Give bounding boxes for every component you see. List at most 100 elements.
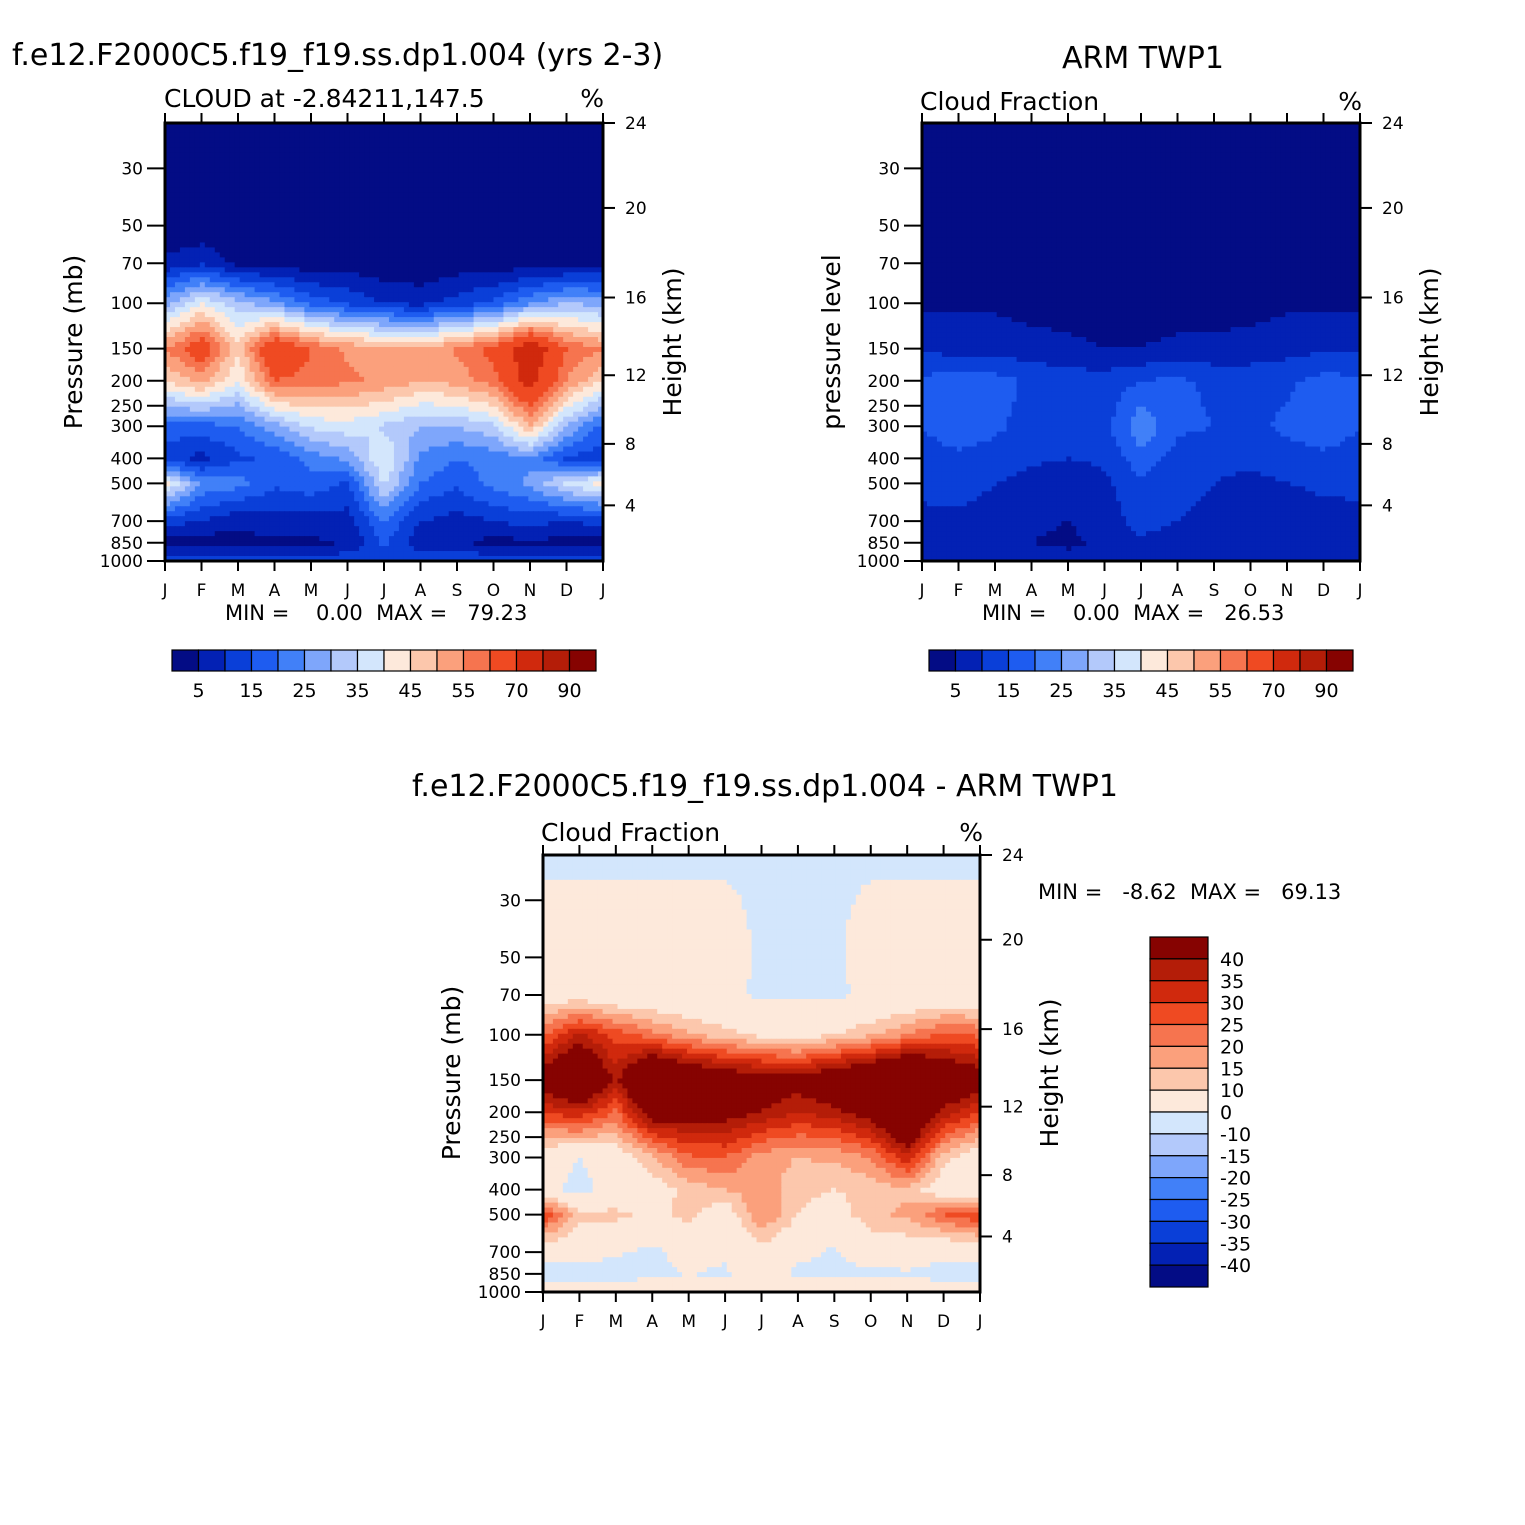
contour-cell: [275, 228, 281, 234]
contour-cell: [513, 233, 519, 239]
contour-cell: [469, 143, 475, 149]
contour-cell: [424, 143, 430, 149]
contour-cell: [533, 173, 539, 179]
contour-cell: [429, 198, 435, 204]
contour-cell: [170, 178, 176, 184]
contour-cell: [424, 128, 430, 134]
contour-cell: [528, 228, 534, 234]
contour-cell: [553, 203, 559, 209]
contour-cell: [225, 188, 231, 194]
contour-cell: [489, 153, 495, 159]
contour-cell: [170, 163, 176, 169]
contour-cell: [384, 203, 390, 209]
contour-cell: [439, 148, 445, 154]
contour-cell: [389, 168, 395, 174]
contour-cell: [275, 128, 281, 134]
contour-cell: [439, 213, 445, 219]
contour-cell: [275, 218, 281, 224]
contour-cell: [344, 178, 350, 184]
contour-cell: [185, 153, 191, 159]
contour-cell: [309, 168, 315, 174]
contour-cell: [180, 188, 186, 194]
contour-cell: [279, 213, 285, 219]
contour-cell: [279, 228, 285, 234]
contour-cell: [419, 218, 425, 224]
contour-cell: [543, 208, 549, 214]
contour-cell: [568, 133, 574, 139]
contour-cell: [533, 193, 539, 199]
contour-cell: [369, 153, 375, 159]
contour-cell: [563, 143, 569, 149]
contour-cell: [419, 188, 425, 194]
contour-cell: [464, 188, 470, 194]
contour-cell: [523, 213, 529, 219]
contour-cell: [389, 213, 395, 219]
contour-cell: [588, 183, 594, 189]
contour-cell: [359, 233, 365, 239]
contour-cell: [513, 153, 519, 159]
contour-cell: [494, 188, 500, 194]
contour-cell: [518, 138, 524, 144]
contour-cell: [578, 178, 584, 184]
contour-cell: [265, 198, 271, 204]
contour-cell: [175, 188, 181, 194]
contour-cell: [210, 183, 216, 189]
contour-cell: [255, 193, 261, 199]
contour-cell: [190, 228, 196, 234]
contour-cell: [429, 148, 435, 154]
contour-cell: [419, 158, 425, 164]
contour-cell: [508, 228, 514, 234]
contour-cell: [583, 213, 589, 219]
contour-cell: [195, 163, 201, 169]
contour-cell: [558, 178, 564, 184]
contour-cell: [389, 173, 395, 179]
contour-cell: [434, 198, 440, 204]
contour-cell: [185, 168, 191, 174]
contour-cell: [205, 223, 211, 229]
contour-cell: [309, 203, 315, 209]
contour-cell: [538, 143, 544, 149]
contour-cell: [484, 163, 490, 169]
contour-cell: [215, 138, 221, 144]
contour-cell: [225, 203, 231, 209]
contour-cell: [309, 223, 315, 229]
contour-cell: [374, 213, 380, 219]
contour-cell: [299, 133, 305, 139]
contour-cell: [573, 183, 579, 189]
contour-cell: [374, 208, 380, 214]
contour-cell: [404, 188, 410, 194]
contour-cell: [553, 183, 559, 189]
contour-cell: [469, 128, 475, 134]
contour-cell: [354, 143, 360, 149]
contour-cell: [284, 173, 290, 179]
contour-cell: [513, 218, 519, 224]
contour-cell: [459, 143, 465, 149]
contour-cell: [404, 168, 410, 174]
contour-cell: [220, 228, 226, 234]
contour-cell: [284, 188, 290, 194]
contour-cell: [409, 128, 415, 134]
contour-cell: [479, 128, 485, 134]
contour-cell: [553, 128, 559, 134]
contour-cell: [275, 148, 281, 154]
contour-cell: [250, 228, 256, 234]
contour-cell: [489, 158, 495, 164]
contour-cell: [220, 158, 226, 164]
contour-cell: [489, 228, 495, 234]
contour-cell: [250, 198, 256, 204]
contour-cell: [185, 193, 191, 199]
contour-cell: [518, 228, 524, 234]
contour-cell: [494, 208, 500, 214]
contour-cell: [215, 203, 221, 209]
contour-cell: [434, 233, 440, 239]
contour-cell: [444, 203, 450, 209]
contour-cell: [334, 143, 340, 149]
contour-cell: [479, 163, 485, 169]
contour-cell: [508, 198, 514, 204]
contour-cell: [553, 148, 559, 154]
contour-cell: [568, 188, 574, 194]
contour-cell: [240, 208, 246, 214]
contour-cell: [469, 158, 475, 164]
contour-cell: [190, 198, 196, 204]
contour-cell: [364, 148, 370, 154]
